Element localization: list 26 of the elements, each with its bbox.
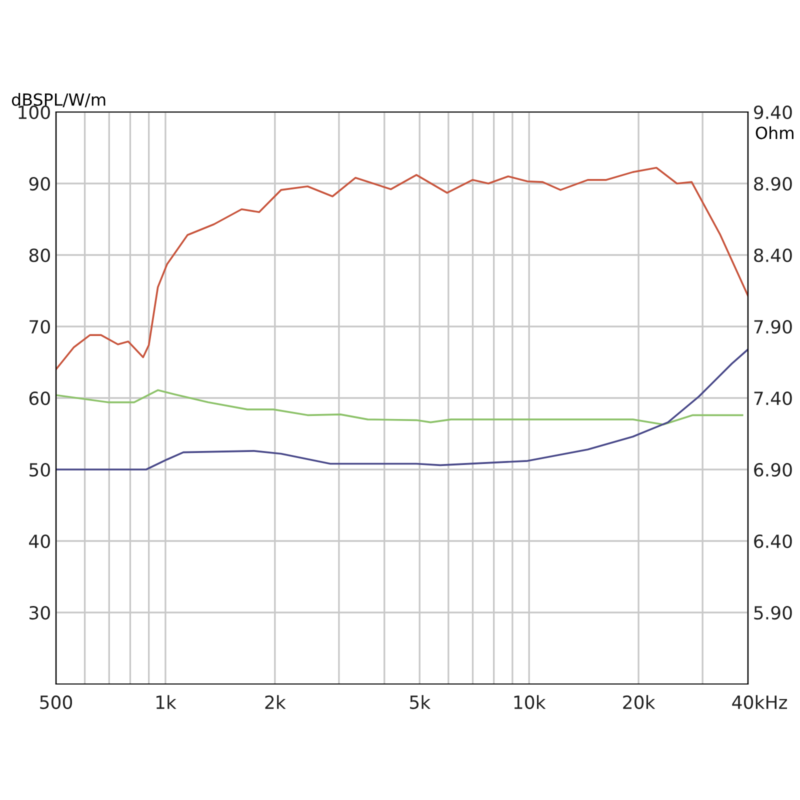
y-tick-label: 70 (30, 320, 50, 334)
y2-tick-label: 6.90 (754, 462, 792, 477)
x-tick-label: 500 (40, 695, 72, 710)
x-tick-label: 40k (732, 695, 765, 710)
y-tick-label: 30 (30, 606, 50, 620)
y-tick-label: 80 (29, 248, 50, 262)
y-tick-label: 60 (29, 391, 50, 406)
y2-tick-label: 8.90 (754, 176, 792, 191)
x-tick-label: 5k (410, 695, 431, 710)
y2-tick-label: 5.90 (754, 606, 792, 620)
y2-tick-label: 7.90 (754, 320, 792, 334)
y-tick-label: 100 (18, 105, 50, 120)
y2-tick-label: 7.40 (754, 391, 792, 406)
y2-tick-label: 9.40 (754, 105, 792, 120)
y-tick-label: 40 (29, 534, 50, 548)
y2-tick-label: 8.40 (754, 248, 792, 262)
x-tick-label: 1k (156, 695, 176, 709)
y-tick-label: 90 (29, 176, 50, 191)
x-tick-label: 10k (514, 695, 546, 710)
y2-axis-title: Ohm (756, 126, 794, 140)
y-axis-title: dBSPL/W/m (12, 93, 106, 108)
y-tick-label: 50 (30, 462, 50, 477)
x-tick-label: 20k (623, 695, 656, 710)
x-tick-label: 2k (265, 695, 286, 709)
x-axis-title: Hz (766, 696, 787, 709)
y2-tick-label: 6.40 (754, 534, 792, 548)
